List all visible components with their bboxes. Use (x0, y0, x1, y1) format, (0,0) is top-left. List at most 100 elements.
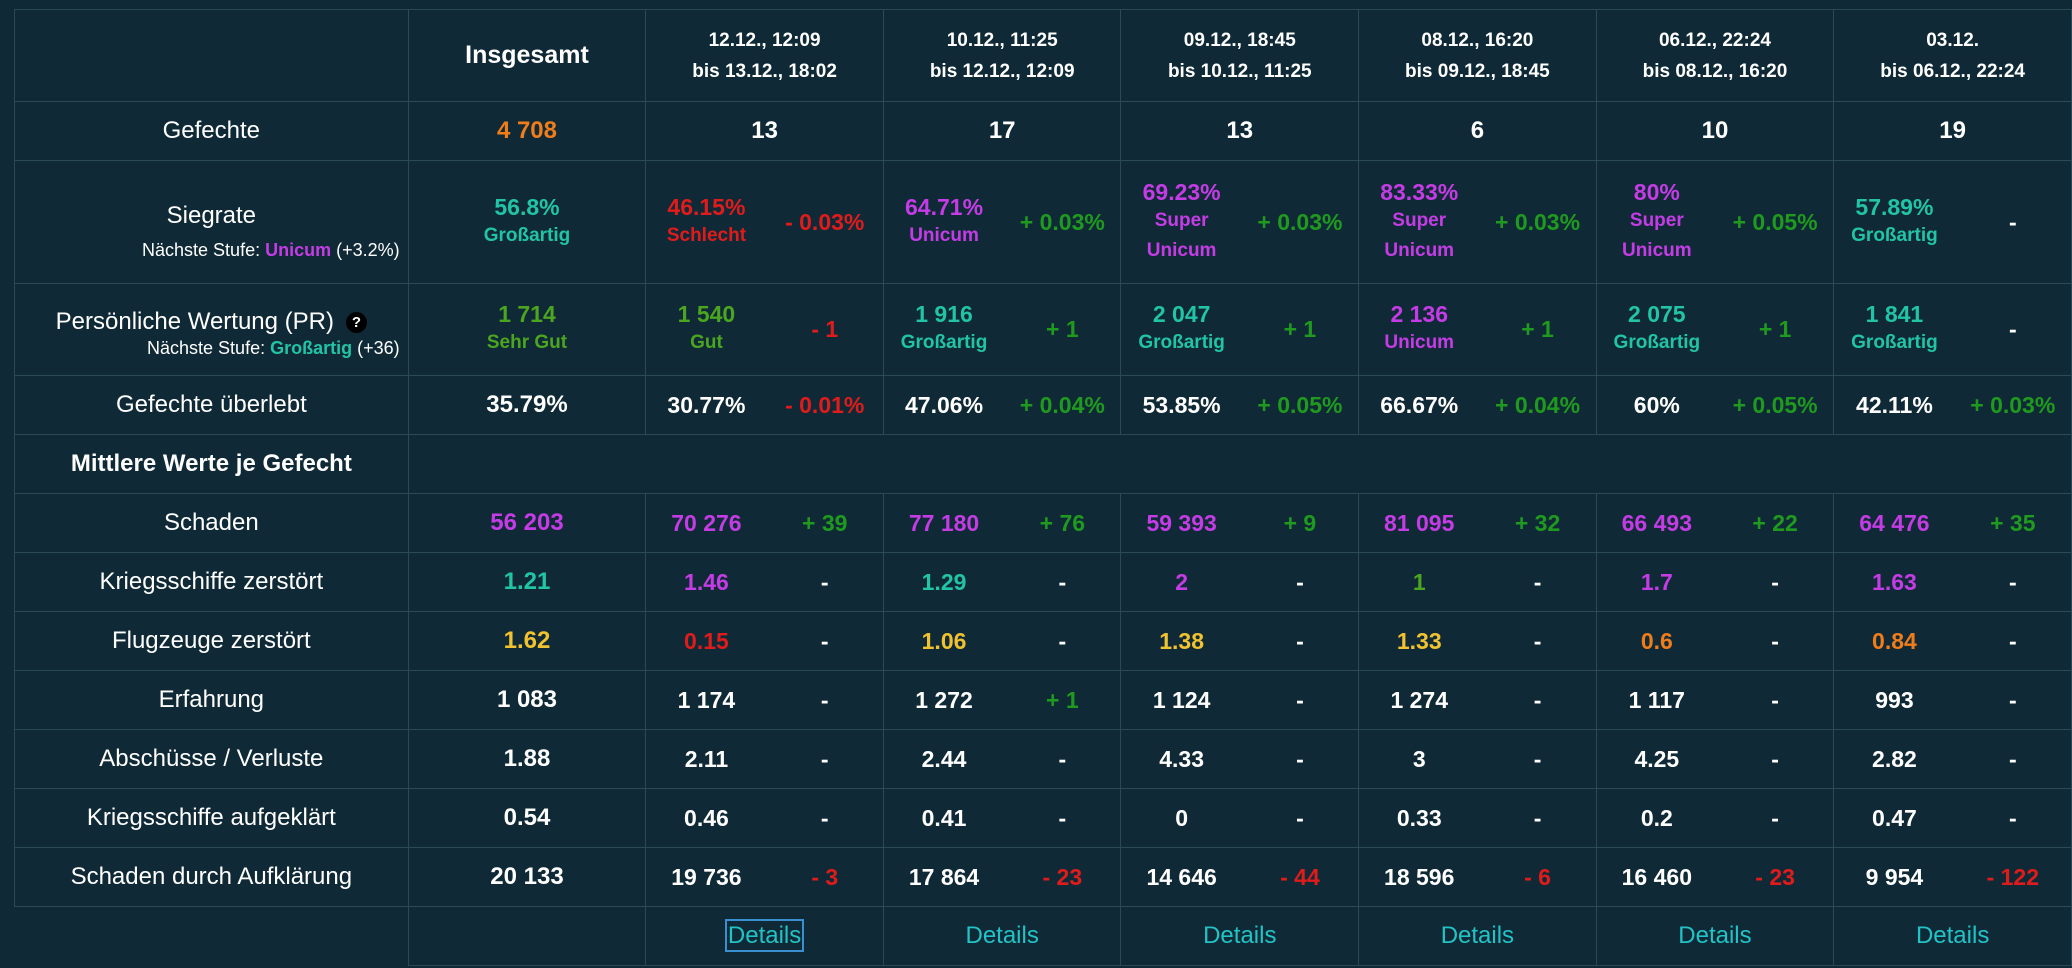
period-value: 60% (1595, 375, 1717, 435)
period-start: 12.12., 12:09 (708, 29, 821, 51)
period-change: - (1954, 788, 2072, 848)
rating: Sehr Gut (486, 332, 568, 353)
period-change: + 0.03% (1241, 160, 1360, 284)
spotted-row: Kriegsschiffe aufgeklärt 0.54 0.46 - 0.4… (14, 788, 2072, 848)
total-value: 0.54 (407, 788, 647, 848)
period-value: 0.6 (1595, 611, 1717, 671)
row-label: Flugzeuge zerstört (14, 611, 409, 671)
period-count: 13 (1120, 101, 1360, 161)
details-link[interactable]: Details (1440, 922, 1515, 949)
period-change: - 0.01% (766, 375, 884, 435)
row-label: Schaden durch Aufklärung (14, 847, 409, 907)
period-change: + 1 (1479, 283, 1597, 376)
value: 2 136 (1390, 301, 1449, 327)
period-change: - 6 (1479, 847, 1597, 907)
period-value: 1.06 (882, 611, 1005, 671)
row-label: Gefechte (14, 101, 409, 161)
period-change: + 39 (766, 493, 884, 553)
period-change: - (1241, 611, 1360, 671)
period-change: - (1004, 552, 1122, 612)
period-value: 1.7 (1595, 552, 1717, 612)
period-change: + 0.03% (1954, 375, 2072, 435)
row-label: Persönliche Wertung (PR)? Nächste Stufe:… (14, 283, 409, 376)
period-value: 0.2 (1595, 788, 1717, 848)
rating: Großartig (1851, 332, 1938, 353)
period-value: 1.29 (882, 552, 1005, 612)
period-value: 9 954 (1833, 847, 1955, 907)
period-value: 1 841 Großartig (1833, 283, 1955, 376)
period-value: 0.15 (645, 611, 767, 671)
details-link[interactable]: Details (1678, 922, 1752, 949)
period-change: - (1716, 729, 1835, 789)
period-value: 1 916 Großartig (882, 283, 1005, 376)
period-change: + 1 (1241, 283, 1360, 376)
next-tier-name: Großartig (270, 338, 353, 358)
period-value: 19 736 (645, 847, 767, 907)
period-value: 66 493 (1595, 493, 1717, 553)
period-change: - (1954, 283, 2072, 376)
section-title: Mittlere Werte je Gefecht (14, 434, 409, 494)
period-value: 0.41 (882, 788, 1005, 848)
header-period: 10.12., 11:25 bis 12.12., 12:09 (882, 9, 1122, 102)
period-value: 4.33 (1120, 729, 1242, 789)
details-cell: Details (1833, 906, 2072, 966)
planes-destroyed-row: Flugzeuge zerstört 1.62 0.15 - 1.06 - 1.… (14, 611, 2072, 671)
period-change: - (1241, 729, 1360, 789)
damage-row: Schaden 56 203 70 276 + 39 77 180 + 76 5… (14, 493, 2072, 553)
period-change: + 22 (1716, 493, 1835, 553)
period-value: 16 460 (1595, 847, 1717, 907)
value: 69.23% (1142, 178, 1221, 205)
period-value: 1 540 Gut (645, 283, 767, 376)
period-change: - 23 (1004, 847, 1122, 907)
period-change: - (1479, 611, 1597, 671)
period-start: 09.12., 18:45 (1183, 29, 1296, 51)
period-change: + 0.04% (1004, 375, 1122, 435)
period-change: - (766, 552, 884, 612)
section-row: Mittlere Werte je Gefecht (14, 434, 2072, 494)
period-value: 1 274 (1358, 670, 1480, 730)
period-count: 10 (1595, 101, 1835, 161)
period-value: 70 276 (645, 493, 767, 553)
details-link[interactable]: Details (724, 919, 805, 952)
period-value: 83.33% Super Unicum (1358, 160, 1480, 284)
rating: Schlecht (666, 224, 747, 246)
period-start: 10.12., 11:25 (946, 29, 1058, 51)
period-change: - (1004, 729, 1122, 789)
details-cell: Details (1595, 906, 1835, 966)
rating: Gut (690, 332, 723, 353)
period-end: bis 08.12., 16:20 (1642, 60, 1788, 82)
header-row: Insgesamt 12.12., 12:09 bis 13.12., 18:02… (14, 9, 2072, 102)
period-change: - (1479, 788, 1597, 848)
value: 1 714 (498, 301, 556, 327)
details-link[interactable]: Details (1915, 922, 1990, 949)
pr-label-line: Persönliche Wertung (PR)? (15, 300, 407, 336)
row-label: Abschüsse / Verluste (14, 729, 409, 789)
next-tier-hint: Nächste Stufe: Unicum (+3.2%) (15, 240, 407, 261)
details-link[interactable]: Details (1203, 922, 1277, 949)
rating: Super (1154, 209, 1209, 231)
period-change: + 0.05% (1716, 160, 1835, 284)
period-value: 17 864 (882, 847, 1005, 907)
period-value: 77 180 (882, 493, 1005, 553)
period-value: 2.82 (1833, 729, 1955, 789)
period-change: + 0.03% (1004, 160, 1122, 284)
period-change: - (1954, 552, 2072, 612)
period-value: 2 047 Großartig (1120, 283, 1242, 376)
period-change: - (1241, 552, 1360, 612)
period-value: 0.33 (1358, 788, 1480, 848)
help-icon[interactable]: ? (346, 312, 367, 334)
period-change: + 9 (1241, 493, 1360, 553)
period-value: 47.06% (882, 375, 1005, 435)
row-label: Gefechte überlebt (14, 375, 409, 435)
period-change: - (766, 670, 884, 730)
period-end: bis 09.12., 18:45 (1405, 60, 1550, 82)
row-label: Kriegsschiffe zerstört (14, 552, 409, 612)
details-link[interactable]: Details (965, 922, 1039, 949)
winrate-label: Siegrate (166, 201, 257, 229)
rating: Großartig (1613, 332, 1701, 353)
period-change: + 76 (1004, 493, 1122, 553)
period-value: 1.46 (645, 552, 767, 612)
period-value: 53.85% (1120, 375, 1242, 435)
period-change: + 0.05% (1241, 375, 1360, 435)
period-change: - (1479, 670, 1597, 730)
